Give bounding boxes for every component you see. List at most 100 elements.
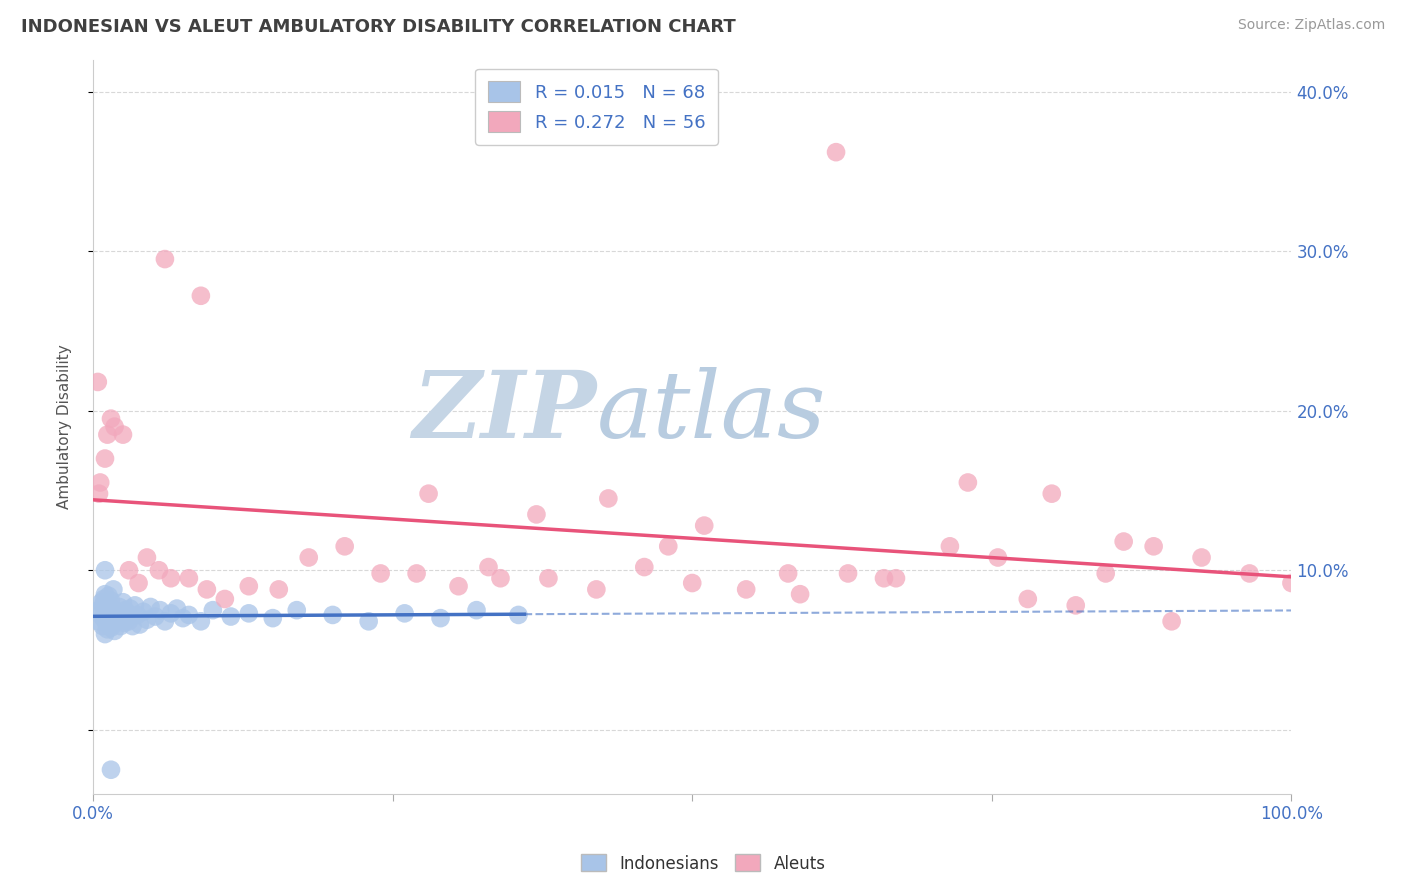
Point [195,582,218,597]
Point [166,601,188,615]
Point [117,607,139,621]
Point [96,597,118,611]
Point [110,619,132,633]
Point [1143,539,1166,553]
Point [132,605,155,619]
Point [91,619,114,633]
Point [115,611,138,625]
Text: atlas: atlas [596,367,825,457]
Point [118,615,141,629]
Point [465,603,488,617]
Point [537,571,560,585]
Point [103,582,125,597]
Point [143,609,166,624]
Point [238,579,260,593]
Point [1239,566,1261,581]
Point [190,615,212,629]
Point [526,508,548,522]
Point [101,605,124,619]
Point [1064,599,1087,613]
Point [107,607,129,621]
Point [789,587,811,601]
Point [190,289,212,303]
Point [97,589,120,603]
Point [394,607,416,621]
Point [837,566,859,581]
Point [114,603,136,617]
Point [136,550,159,565]
Point [429,611,451,625]
Point [89,475,111,490]
Point [160,571,183,585]
Point [94,607,117,621]
Text: Source: ZipAtlas.com: Source: ZipAtlas.com [1237,18,1385,32]
Point [778,566,800,581]
Point [87,615,110,629]
Point [87,486,110,500]
Point [160,607,183,621]
Point [118,563,141,577]
Point [447,579,470,593]
Point [153,252,176,266]
Point [693,518,716,533]
Point [633,560,655,574]
Point [489,571,512,585]
Text: ZIP: ZIP [412,367,596,457]
Point [1160,615,1182,629]
Point [103,603,125,617]
Point [112,615,135,630]
Point [148,563,170,577]
Point [238,607,260,621]
Point [149,603,172,617]
Point [884,571,907,585]
Point [214,592,236,607]
Point [103,419,125,434]
Point [87,375,110,389]
Point [357,615,380,629]
Point [477,560,499,574]
Point [97,609,120,624]
Point [956,475,979,490]
Point [127,607,149,622]
Point [177,571,200,585]
Point [322,607,344,622]
Point [121,619,143,633]
Point [100,621,122,635]
Point [104,611,127,625]
Point [333,539,356,553]
Point [94,451,117,466]
Point [177,607,200,622]
Point [681,576,703,591]
Point [1094,566,1116,581]
Point [987,550,1010,565]
Point [90,595,112,609]
Point [128,576,150,591]
Point [939,539,962,553]
Point [96,622,118,636]
Point [1040,486,1063,500]
Legend: R = 0.015   N = 68, R = 0.272   N = 56: R = 0.015 N = 68, R = 0.272 N = 56 [475,69,718,145]
Point [219,609,242,624]
Point [201,603,224,617]
Point [298,550,321,565]
Point [267,582,290,597]
Point [735,582,758,597]
Point [105,615,128,629]
Point [124,599,146,613]
Point [96,615,118,630]
Point [93,592,115,607]
Point [94,563,117,577]
Point [657,539,679,553]
Point [87,603,110,617]
Point [1112,534,1135,549]
Point [96,601,118,615]
Point [111,607,134,622]
Point [111,595,134,609]
Y-axis label: Ambulatory Disability: Ambulatory Disability [58,344,72,509]
Point [1191,550,1213,565]
Legend: Indonesians, Aleuts: Indonesians, Aleuts [574,847,832,880]
Point [1017,592,1039,607]
Point [93,611,115,625]
Point [96,427,118,442]
Point [120,609,142,624]
